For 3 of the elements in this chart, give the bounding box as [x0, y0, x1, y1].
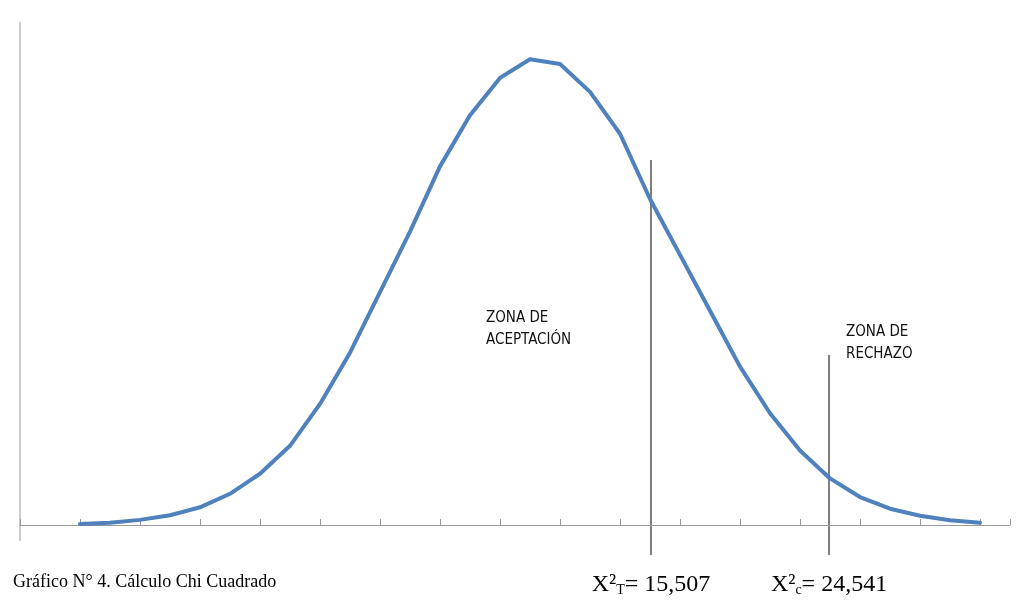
- annotation: ZONA DE ACEPTACIÓN: [486, 308, 572, 348]
- annotation: ZONA DE RECHAZO: [846, 322, 913, 362]
- text: Gráfico N° 4. Cálculo Chi Cuadrado: [13, 571, 277, 591]
